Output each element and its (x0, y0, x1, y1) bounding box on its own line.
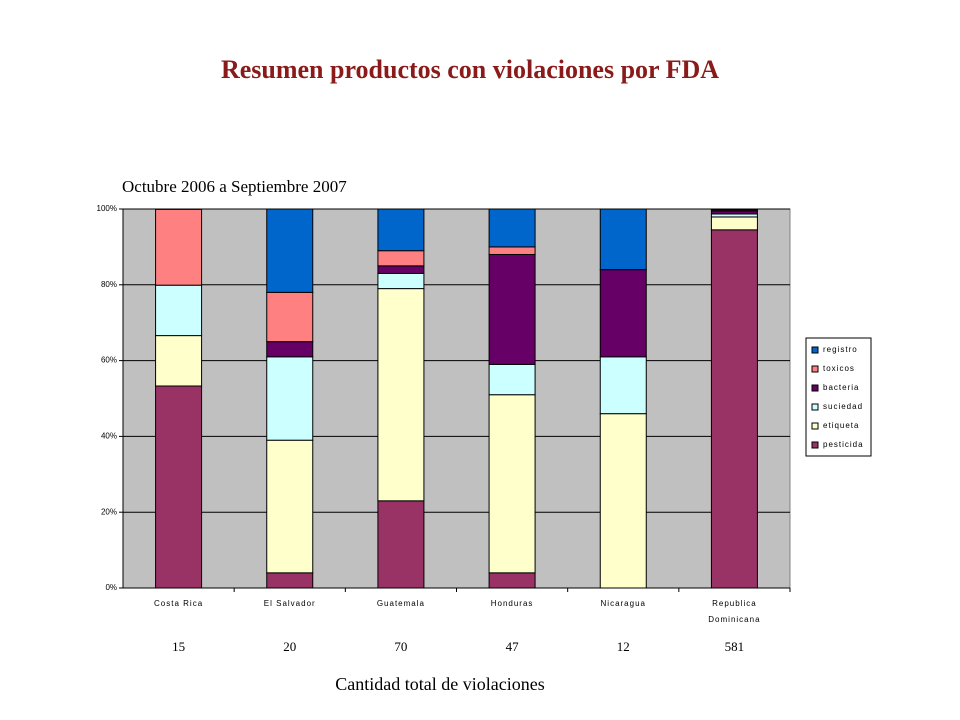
bar-segment (377, 272, 425, 290)
bar-segment (599, 413, 647, 589)
legend-label: pesticida (823, 440, 864, 449)
total-label: 47 (506, 639, 520, 654)
legend-swatch (811, 422, 819, 430)
bar-segment (599, 208, 647, 271)
bar-segment (599, 269, 647, 358)
bar-segment (377, 500, 425, 589)
bar-segment (710, 229, 758, 589)
bar-segment (155, 385, 203, 589)
y-tick-label: 40% (101, 432, 117, 441)
bar-segment (488, 363, 536, 396)
total-label: 15 (172, 639, 185, 654)
bar-segment (488, 253, 536, 365)
total-label: 20 (283, 639, 296, 654)
bar-segment (488, 246, 536, 255)
bar-segment (599, 356, 647, 415)
legend-swatch (811, 384, 819, 392)
x-tick-label: Republica Dominicana (708, 599, 761, 624)
x-tick-label: Costa Rica (154, 599, 204, 608)
legend-label: toxicos (823, 364, 855, 373)
legend-label: registro (823, 345, 858, 354)
bar-segment (377, 265, 425, 274)
bar-segment (155, 208, 203, 286)
legend-swatch (811, 403, 819, 411)
legend-swatch (811, 441, 819, 449)
y-tick-label: 20% (101, 507, 117, 516)
bar-segment (155, 284, 203, 337)
y-tick-label: 0% (105, 583, 117, 592)
bar-segment (155, 335, 203, 387)
total-label: 12 (617, 639, 630, 654)
bar-segment (377, 288, 425, 502)
bar-segment (266, 439, 314, 574)
bar-segment (377, 250, 425, 267)
chart-subtitle: Octubre 2006 a Septiembre 2007 (122, 177, 347, 196)
x-tick-label: Guatemala (376, 599, 425, 608)
legend-box (805, 337, 872, 457)
total-label: 70 (394, 639, 407, 654)
x-tick-label: Nicaragua (600, 599, 646, 608)
x-tick-label: El Salvador (263, 599, 316, 608)
legend-label: etiqueta (823, 421, 859, 430)
bar-segment (266, 208, 314, 293)
bar-segment (488, 572, 536, 589)
bar-segment (710, 208, 758, 211)
y-tick-label: 80% (101, 280, 117, 289)
bar-segment (488, 208, 536, 248)
x-tick-label: Honduras (490, 599, 534, 608)
bar-segment (488, 394, 536, 574)
legend-swatch (811, 346, 819, 354)
bar-segment (266, 291, 314, 343)
y-tick-label: 100% (97, 204, 117, 213)
chart-title: Resumen productos con violaciones por FD… (221, 55, 719, 84)
legend-label: suciedad (823, 402, 863, 411)
legend-swatch (811, 365, 819, 373)
bar-segment (266, 356, 314, 441)
total-label: 581 (725, 639, 745, 654)
plot-area (122, 208, 791, 589)
bar-segment (266, 572, 314, 589)
y-tick-label: 60% (101, 356, 117, 365)
bar-segment (710, 216, 758, 231)
x-axis-label: Cantidad total de violaciones (335, 674, 544, 694)
bar-segment (377, 208, 425, 252)
legend-label: bacteria (823, 383, 859, 392)
bar-segment (266, 341, 314, 358)
